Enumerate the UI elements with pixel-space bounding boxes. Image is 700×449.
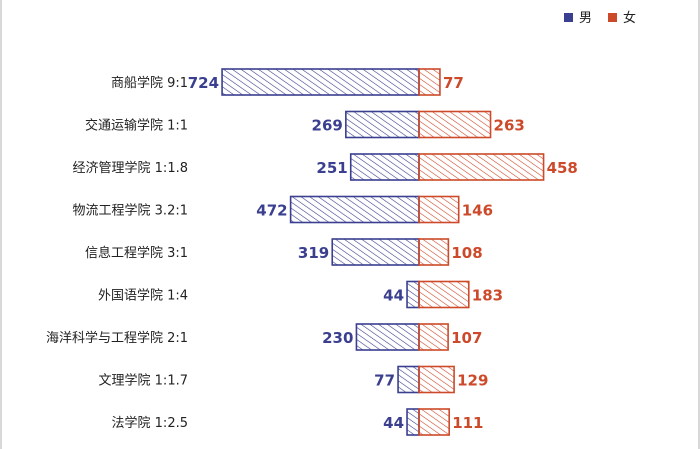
category-label: 信息工程学院 3:1 bbox=[85, 245, 188, 261]
category-label: 商船学院 9:1 bbox=[111, 75, 188, 91]
category-label: 法学院 1:2.5 bbox=[112, 415, 188, 431]
bar-male bbox=[406, 280, 420, 309]
bar-female bbox=[418, 323, 449, 351]
category-label: 海洋科学与工程学院 2:1 bbox=[46, 330, 188, 346]
value-label-female: 146 bbox=[462, 202, 493, 220]
value-label-male: 724 bbox=[188, 74, 219, 92]
value-label-male: 269 bbox=[312, 117, 343, 135]
legend-swatch-female bbox=[608, 13, 617, 22]
bars-group: 商船学院 9:1 724 77 交通运输学院 1:1 269 263 经济管理学院 1:1.… bbox=[46, 68, 578, 436]
category-label: 物流工程学院 3.2:1 bbox=[73, 203, 188, 219]
value-label-male: 44 bbox=[383, 414, 404, 432]
value-label-male: 319 bbox=[298, 244, 329, 262]
bar-male bbox=[221, 68, 420, 96]
legend: 男女 bbox=[564, 10, 636, 26]
category-label: 文理学院 1:1.7 bbox=[99, 373, 188, 389]
legend-swatch-male bbox=[564, 13, 573, 22]
value-label-female: 111 bbox=[452, 414, 483, 432]
category-label: 经济管理学院 1:1.8 bbox=[73, 160, 188, 176]
bar-female bbox=[418, 153, 545, 181]
value-label-female: 107 bbox=[451, 329, 482, 347]
legend-label-male: 男 bbox=[579, 11, 592, 26]
bar-male bbox=[349, 153, 420, 181]
bar-male bbox=[406, 408, 420, 436]
legend-label-female: 女 bbox=[623, 10, 636, 26]
bar-female bbox=[418, 408, 450, 436]
value-label-female: 263 bbox=[494, 117, 525, 135]
bar-female bbox=[418, 238, 450, 266]
value-label-female: 108 bbox=[451, 244, 482, 262]
value-label-male: 251 bbox=[316, 159, 347, 177]
value-label-female: 129 bbox=[457, 372, 488, 390]
bar-male bbox=[331, 238, 420, 266]
bar-male bbox=[355, 323, 420, 351]
bar-male bbox=[397, 365, 420, 394]
bar-male bbox=[289, 195, 420, 224]
bar-female bbox=[418, 280, 470, 309]
bar-female bbox=[418, 110, 492, 139]
value-label-female: 458 bbox=[547, 159, 578, 177]
bar-female bbox=[418, 195, 460, 224]
value-label-female: 183 bbox=[472, 287, 503, 305]
bar-male bbox=[345, 110, 420, 139]
bar-female bbox=[418, 68, 441, 96]
category-label: 交通运输学院 1:1 bbox=[85, 118, 188, 134]
bar-female bbox=[418, 365, 455, 394]
value-label-male: 77 bbox=[374, 372, 395, 390]
value-label-male: 230 bbox=[322, 329, 353, 347]
category-label: 外国语学院 1:4 bbox=[98, 288, 188, 304]
value-label-female: 77 bbox=[443, 74, 464, 92]
value-label-male: 472 bbox=[256, 202, 287, 220]
value-label-male: 44 bbox=[383, 287, 404, 305]
